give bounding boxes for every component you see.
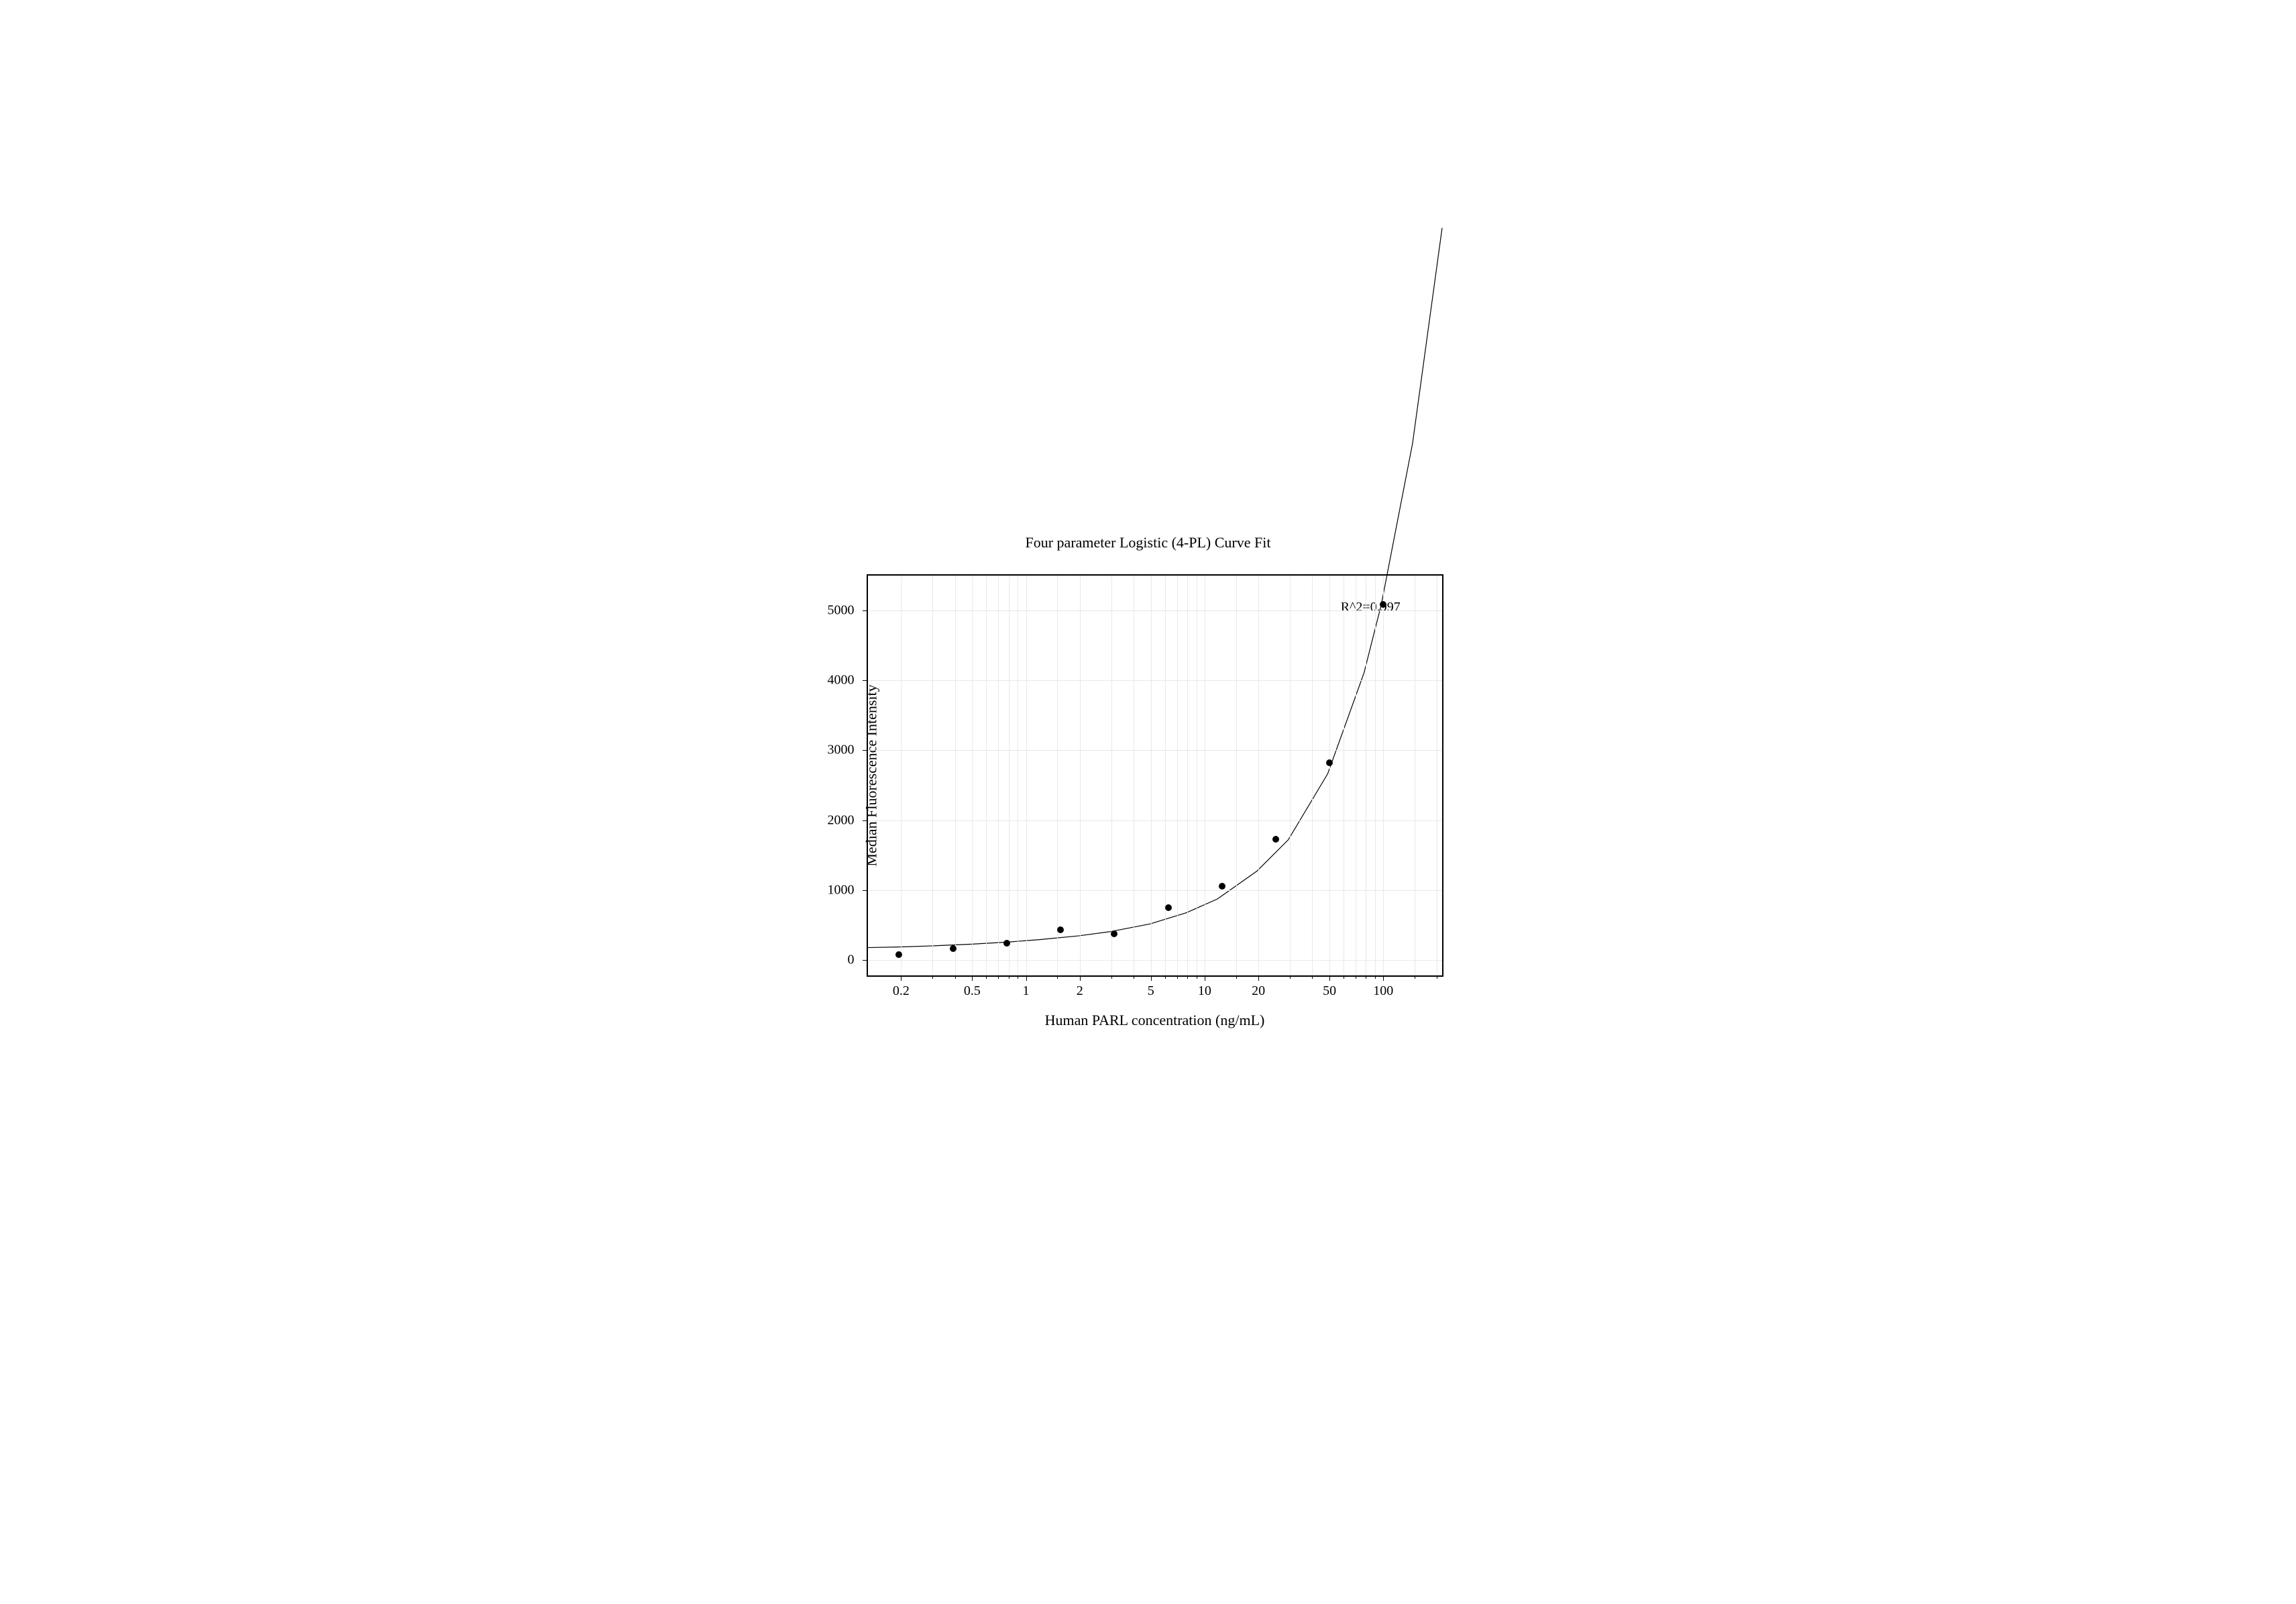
data-point [1272, 836, 1279, 843]
x-minor-tick [1177, 975, 1178, 979]
grid-line-vertical [932, 576, 933, 975]
data-point [1165, 904, 1172, 911]
y-tick [863, 890, 868, 891]
data-point [1057, 926, 1064, 933]
x-tick-label: 2 [1077, 983, 1083, 999]
grid-line-vertical [1111, 576, 1112, 975]
x-tick-label: 20 [1252, 983, 1265, 999]
x-minor-tick [955, 975, 956, 979]
grid-line-vertical [1026, 576, 1027, 975]
data-point [950, 945, 956, 952]
data-point [1003, 940, 1010, 947]
grid-line-vertical [1165, 576, 1166, 975]
x-tick-label: 50 [1323, 983, 1336, 999]
grid-line-vertical [1375, 576, 1376, 975]
x-tick-label: 0.5 [964, 983, 981, 999]
grid-line-horizontal [868, 610, 1442, 611]
x-tick [1258, 975, 1259, 981]
x-minor-tick [1375, 975, 1376, 979]
y-tick-label: 5000 [828, 602, 855, 618]
y-tick-label: 0 [848, 953, 855, 968]
x-minor-tick [1057, 975, 1058, 979]
x-axis-label: Human PARL concentration (ng/mL) [868, 1012, 1442, 1029]
grid-line-vertical [1383, 576, 1384, 975]
grid-line-horizontal [868, 750, 1442, 751]
grid-line-vertical [1057, 576, 1058, 975]
x-minor-tick [998, 975, 999, 979]
y-tick [863, 960, 868, 961]
x-tick [1080, 975, 1081, 981]
x-minor-tick [1236, 975, 1237, 979]
y-tick [863, 750, 868, 751]
grid-line-horizontal [868, 890, 1442, 891]
plot-area: Median Fluorescence Intensity Human PARL… [867, 574, 1443, 977]
grid-line-vertical [1151, 576, 1152, 975]
y-tick-label: 2000 [828, 812, 855, 828]
y-tick [863, 680, 868, 681]
chart-container: Four parameter Logistic (4-PL) Curve Fit… [746, 521, 1551, 1084]
grid-line-vertical [1312, 576, 1313, 975]
chart-title: Four parameter Logistic (4-PL) Curve Fit [746, 534, 1551, 551]
x-minor-tick [1290, 975, 1291, 979]
y-tick-label: 1000 [828, 883, 855, 898]
data-point [1219, 883, 1225, 890]
x-minor-tick [986, 975, 987, 979]
grid-line-vertical [1236, 576, 1237, 975]
y-tick [863, 820, 868, 821]
grid-line-vertical [1329, 576, 1330, 975]
data-point [1111, 930, 1117, 937]
x-tick [1151, 975, 1152, 981]
x-minor-tick [1111, 975, 1112, 979]
grid-line-vertical [1258, 576, 1259, 975]
grid-line-vertical [1177, 576, 1178, 975]
grid-line-vertical [1290, 576, 1291, 975]
grid-line-horizontal [868, 680, 1442, 681]
grid-line-horizontal [868, 820, 1442, 821]
y-tick-label: 3000 [828, 743, 855, 758]
x-tick [1329, 975, 1330, 981]
data-point [895, 951, 902, 958]
x-tick-label: 10 [1198, 983, 1211, 999]
y-tick-label: 4000 [828, 673, 855, 688]
data-point [1326, 759, 1333, 766]
y-tick [863, 610, 868, 611]
x-tick [1026, 975, 1027, 981]
x-tick-label: 1 [1023, 983, 1030, 999]
x-minor-tick [1187, 975, 1188, 979]
grid-line-vertical [1080, 576, 1081, 975]
x-tick-label: 5 [1148, 983, 1154, 999]
x-minor-tick [1312, 975, 1313, 979]
grid-line-vertical [998, 576, 999, 975]
x-tick-label: 0.2 [893, 983, 910, 999]
x-tick-label: 100 [1373, 983, 1393, 999]
grid-line-vertical [972, 576, 973, 975]
grid-line-horizontal [868, 960, 1442, 961]
grid-line-vertical [986, 576, 987, 975]
x-tick [972, 975, 973, 981]
grid-line-vertical [1187, 576, 1188, 975]
grid-line-vertical [955, 576, 956, 975]
x-minor-tick [1165, 975, 1166, 979]
data-point [1380, 601, 1386, 608]
x-tick [1383, 975, 1384, 981]
x-minor-tick [932, 975, 933, 979]
